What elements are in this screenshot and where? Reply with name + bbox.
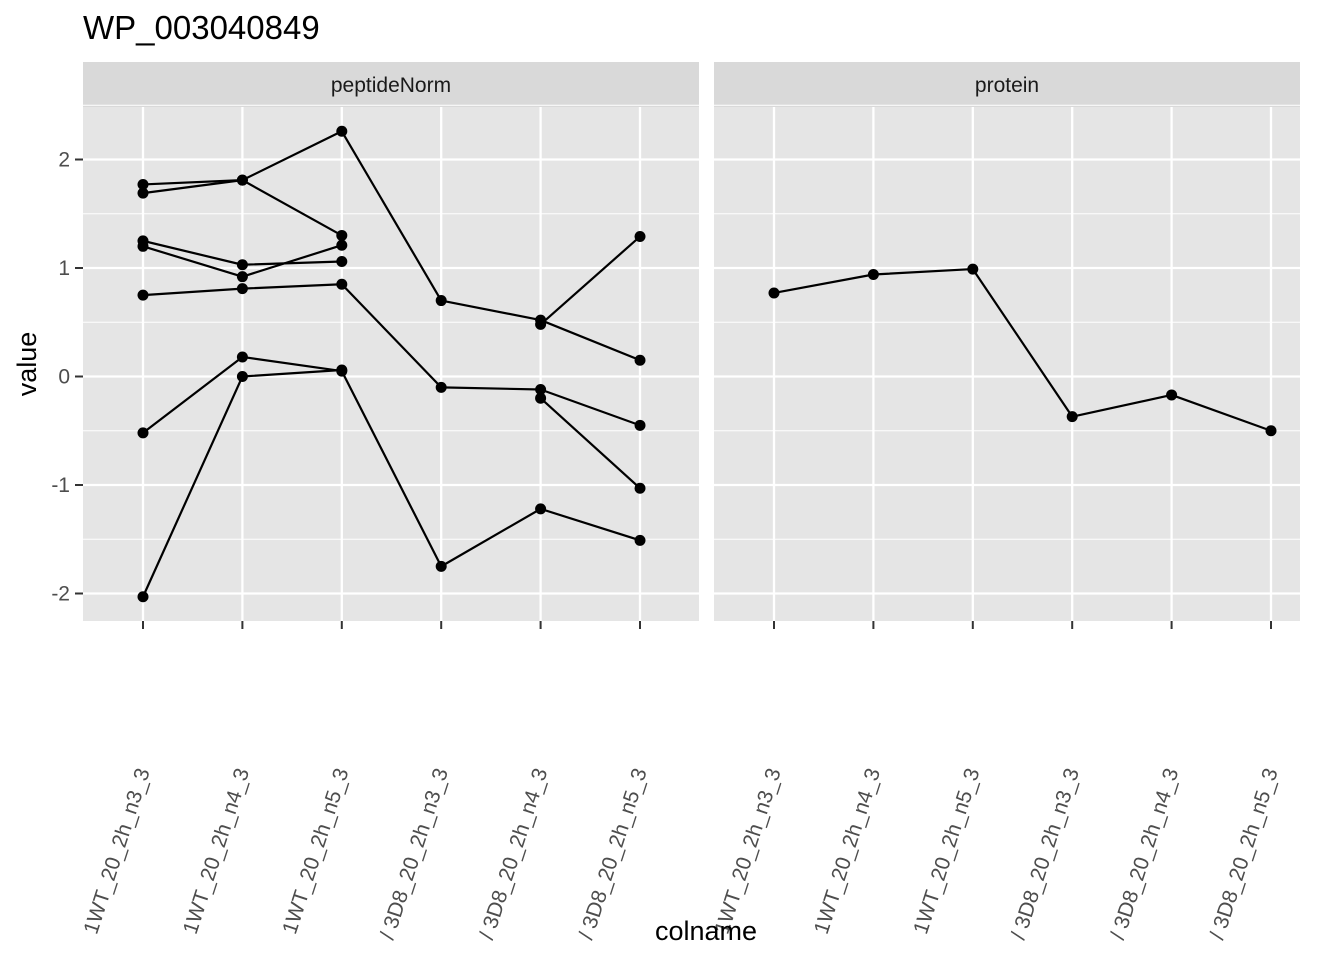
series-8 <box>137 351 646 572</box>
data-point <box>1166 389 1178 401</box>
data-point <box>1066 411 1078 423</box>
data-point <box>336 125 348 137</box>
series-7 <box>535 392 646 494</box>
series-1 <box>768 263 1277 437</box>
data-point <box>137 289 149 301</box>
x-tick-label: 1WT_20_2h_n5_3 <box>278 765 353 936</box>
x-tick-label: / 3D8_20_2h_n3_3 <box>1007 765 1084 942</box>
y-tick-label: -2 <box>51 583 70 606</box>
data-point <box>634 534 646 546</box>
data-point <box>535 318 547 330</box>
facet-panel-peptideNorm: peptideNorm <box>83 62 699 621</box>
y-axis: -2 -1 0 1 2 <box>51 149 83 606</box>
x-tick-label: / 3D8_20_2h_n5_3 <box>1206 765 1283 942</box>
facet-strip-label: peptideNorm <box>331 74 451 97</box>
data-point <box>236 259 248 271</box>
y-tick-label: -1 <box>51 474 70 497</box>
facet-strip <box>714 62 1300 107</box>
data-point <box>768 287 780 299</box>
data-point <box>535 503 547 515</box>
x-tick-label: / 3D8_20_2h_n3_3 <box>376 765 453 942</box>
data-point <box>634 482 646 494</box>
data-point <box>137 591 149 603</box>
x-tick-label: 1WT_20_2h_n5_3 <box>909 765 984 936</box>
x-axis: 1WT_20_2h_n3_3 1WT_20_2h_n4_3 1WT_20_2h_n5… <box>79 621 1283 942</box>
y-axis-title: value <box>12 332 42 397</box>
data-point <box>137 427 149 439</box>
series-line <box>539 397 641 490</box>
data-point <box>435 381 447 393</box>
x-tick-label: / 3D8_20_2h_n4_3 <box>475 765 552 942</box>
data-point <box>236 283 248 295</box>
data-point <box>336 364 348 376</box>
data-point <box>634 354 646 366</box>
series-line <box>773 267 1272 432</box>
series-2 <box>137 125 646 366</box>
panel-background <box>83 107 699 621</box>
data-point <box>137 240 149 252</box>
data-point <box>236 271 248 283</box>
data-point <box>967 263 979 275</box>
data-point <box>137 178 149 190</box>
data-point <box>1265 425 1277 437</box>
x-tick-label: / 3D8_20_2h_n4_3 <box>1106 765 1183 942</box>
facet-strip <box>83 62 699 107</box>
series-5 <box>137 278 646 431</box>
x-tick-label: 1WT_20_2h_n3_3 <box>79 765 154 936</box>
data-point <box>535 384 547 396</box>
data-point <box>336 229 348 241</box>
data-point <box>336 239 348 251</box>
data-point <box>435 295 447 307</box>
series-line <box>142 355 641 568</box>
data-point <box>236 174 248 186</box>
data-point <box>535 392 547 404</box>
data-point <box>336 255 348 267</box>
data-point <box>867 269 879 281</box>
series-line <box>142 283 641 427</box>
panel-background <box>714 107 1300 621</box>
series-4 <box>137 239 348 283</box>
x-tick-label: 1WT_20_2h_n4_3 <box>179 765 254 936</box>
data-point <box>336 278 348 290</box>
x-tick-label: 1WT_20_2h_n4_3 <box>810 765 885 936</box>
series-line <box>142 130 641 362</box>
facet-panels: peptideNorm protein <box>83 62 1300 621</box>
y-tick-label: 2 <box>58 149 70 172</box>
facet-strip-label: protein <box>975 74 1039 97</box>
x-tick-label: / 3D8_20_2h_n5_3 <box>575 765 652 942</box>
x-axis-title: colname <box>655 916 757 946</box>
series-6 <box>535 231 646 330</box>
data-point <box>435 560 447 572</box>
data-point <box>634 231 646 243</box>
series-line <box>539 235 641 326</box>
data-point <box>634 419 646 431</box>
data-point <box>236 351 248 363</box>
x-tick-label: 1WT_20_2h_n3_3 <box>710 765 785 936</box>
series-9 <box>137 364 348 603</box>
data-point <box>236 371 248 382</box>
y-tick-label: 1 <box>58 257 70 280</box>
chart-title: WP_003040849 <box>83 9 320 46</box>
y-tick-label: 0 <box>58 366 70 389</box>
data-point <box>137 187 149 199</box>
facet-panel-protein: protein <box>714 62 1300 621</box>
